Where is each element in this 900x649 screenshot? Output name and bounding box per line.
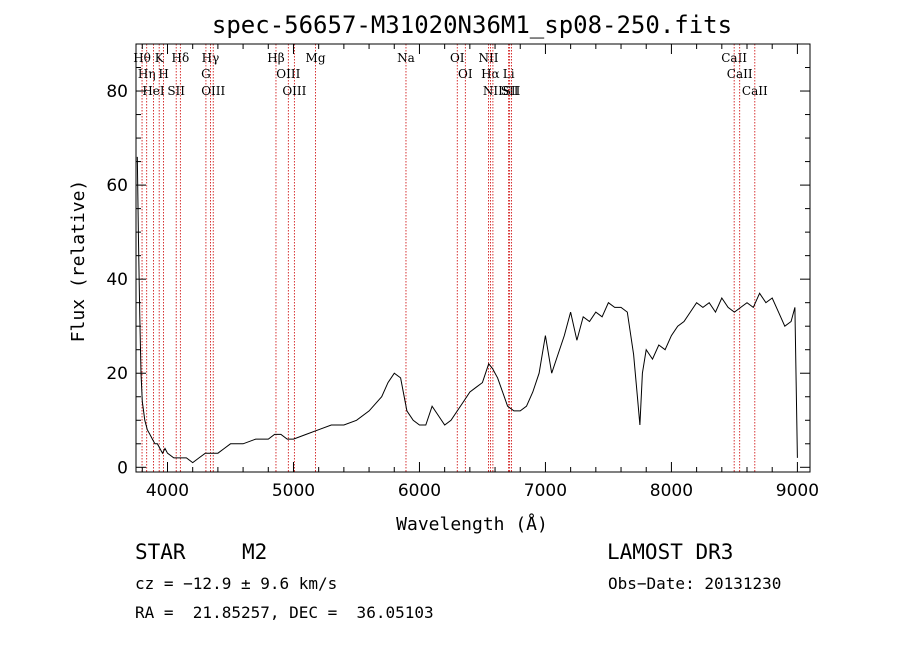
- spectral-line-label: Mg: [306, 51, 326, 65]
- velocity-readout: cz = −12.9 ± 9.6 km/s: [135, 574, 338, 593]
- spectral-line-label: OIII: [276, 67, 300, 81]
- y-tick-label: 60: [106, 176, 128, 196]
- spectral-line-label: NII: [479, 51, 499, 65]
- spectral-line-label: G: [201, 67, 211, 81]
- chart-title: spec-56657-M31020N36M1_sp08-250.fits: [212, 11, 732, 39]
- object-class: STAR: [135, 540, 186, 564]
- spectral-line-label: Hγ: [202, 51, 220, 65]
- x-tick-label: 7000: [524, 481, 567, 501]
- y-axis-label: Flux (relative): [68, 180, 89, 343]
- spectral-line-label: SII: [167, 84, 185, 98]
- spectral-line-label: Hα: [481, 67, 500, 81]
- spectral-line-label: CaII: [742, 84, 768, 98]
- y-tick-label: 20: [106, 364, 128, 384]
- spectral-line-label: OIII: [201, 84, 225, 98]
- spectral-line-label: Hη: [138, 67, 156, 81]
- spectrum-line: [136, 156, 798, 464]
- spectral-line-label: Hβ: [267, 51, 284, 65]
- spectral-line-label: CaII: [727, 67, 753, 81]
- x-tick-label: 8000: [650, 481, 693, 501]
- y-tick-label: 80: [106, 82, 128, 102]
- spectral-line-label: NII: [483, 84, 503, 98]
- spectral-line-label: OI: [450, 51, 465, 65]
- spectral-line-label: OIII: [282, 84, 306, 98]
- observation-date: Obs−Date: 20131230: [608, 574, 782, 593]
- spectral-line-label: SII: [501, 84, 519, 98]
- x-tick-label: 4000: [146, 481, 189, 501]
- spectral-line-label: Hδ: [171, 51, 189, 65]
- y-tick-label: 40: [106, 270, 128, 290]
- plot-frame: [135, 43, 811, 473]
- x-tick-label: 5000: [272, 481, 315, 501]
- axis-ticks: 4000 5000 6000 7000 8000 9000 0 20 40 60 80: [106, 44, 819, 501]
- x-tick-label: 9000: [776, 481, 819, 501]
- y-tick-label: 0: [117, 458, 128, 478]
- spectral-line-label: H: [158, 67, 168, 81]
- x-axis-label: Wavelength (Å): [396, 513, 548, 535]
- survey-name: LAMOST DR3: [607, 540, 734, 564]
- object-subclass: M2: [242, 540, 268, 564]
- coordinates-readout: RA = 21.85257, DEC = 36.05103: [135, 603, 434, 622]
- spectral-line-label: Na: [397, 51, 415, 65]
- spectral-line-label: SII: [503, 84, 521, 98]
- spectral-line-label: CaII: [721, 51, 747, 65]
- spectral-line-label: Li: [503, 67, 515, 81]
- spectral-line-label: OI: [458, 67, 473, 81]
- x-tick-label: 6000: [398, 481, 441, 501]
- spectral-line-label: K: [155, 51, 165, 65]
